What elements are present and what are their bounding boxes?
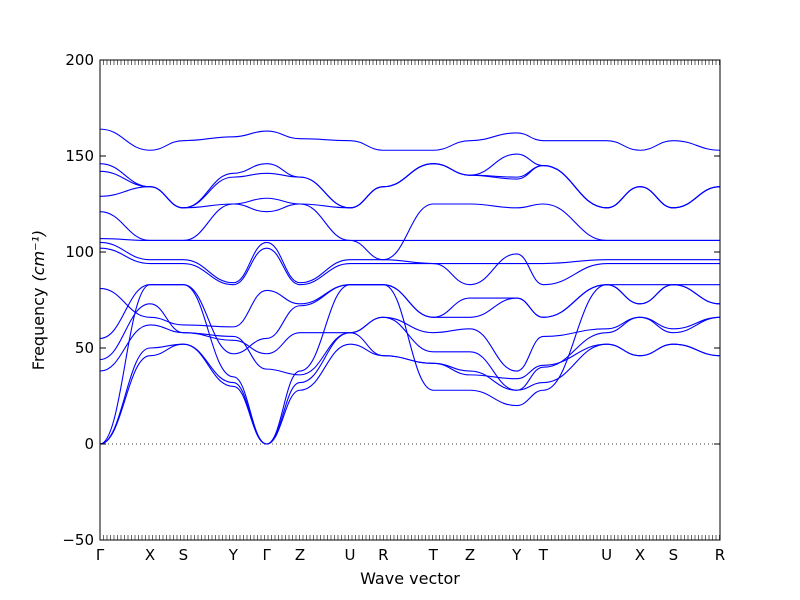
band-line-7 [99,284,721,328]
y-tick-label: 150 [65,147,94,165]
band-line-4 [99,316,721,391]
y-axis-title-text: Frequency [29,288,48,371]
band-line-9 [99,241,720,284]
band-line-5 [99,303,721,372]
y-tick-label: 100 [65,243,94,261]
band-line-15 [99,128,721,151]
x-tick-label: U [601,546,612,564]
x-tick-label: R [715,546,725,564]
y-axis-unit: (cm⁻¹) [29,230,48,282]
x-tick-label: S [179,546,189,564]
band-line-2 [99,332,721,445]
x-tick-label: T [538,546,549,564]
y-tick-label: −50 [62,531,94,549]
x-tick-label: Γ [262,546,271,564]
x-tick-label: Z [295,546,305,564]
x-tick-label: Y [511,546,522,564]
series-layer [99,128,721,445]
x-axis-title: Wave vector [360,569,460,588]
plot-frame [99,59,721,541]
x-tick-label: S [669,546,679,564]
x-tick-label: Γ [96,546,105,564]
x-tick-label: Y [228,546,239,564]
y-tick-label: 200 [65,51,94,69]
x-tick-label: U [345,546,356,564]
x-tick-label: X [635,546,645,564]
x-tick-label: T [428,546,439,564]
x-tick-label: R [378,546,388,564]
y-tick-label: 0 [84,435,94,453]
x-tick-label: X [145,546,155,564]
y-tick-label: 50 [75,339,94,357]
band-line-14 [99,153,721,209]
x-tick-label: Z [465,546,475,564]
y-axis-title: Frequency (cm⁻¹) [29,230,48,370]
tick-layer [99,59,720,541]
band-line-8 [99,247,720,286]
band-line-11 [99,203,720,261]
